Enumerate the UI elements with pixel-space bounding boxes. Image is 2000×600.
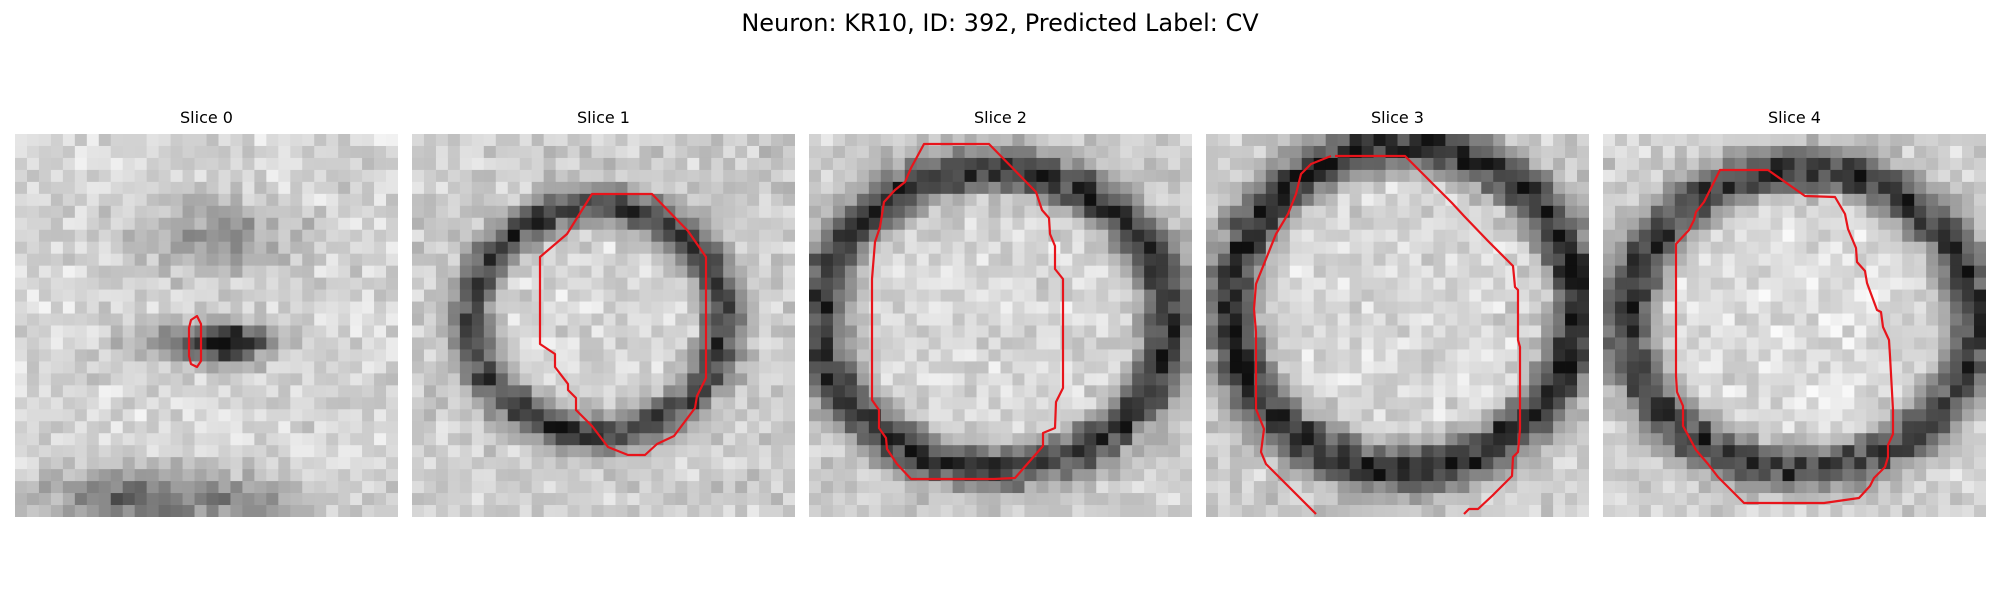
slice-title: Slice 1 (577, 108, 630, 127)
figure-title: Neuron: KR10, ID: 392, Predicted Label: … (741, 9, 1259, 37)
slice-panel-0: Slice 0 (15, 108, 398, 517)
slice-panel-1: Slice 1 (412, 108, 795, 517)
segmentation-contour (1335, 154, 1522, 515)
slice-panel-4: Slice 4 (1603, 108, 1986, 517)
slice-image (15, 134, 398, 517)
segmentation-contour (1674, 168, 1895, 505)
segmentation-contour (870, 142, 1065, 481)
segmentation-contour (187, 314, 203, 369)
slice-image (1603, 134, 1986, 517)
slice-title: Slice 3 (1371, 108, 1424, 127)
slice-image (412, 134, 795, 517)
segmentation-contour (538, 192, 708, 457)
slice-panel-2: Slice 2 (809, 108, 1192, 517)
segmentation-contour (1252, 154, 1332, 515)
slice-title: Slice 4 (1768, 108, 1821, 127)
slice-image (809, 134, 1192, 517)
slice-title: Slice 2 (974, 108, 1027, 127)
slice-title: Slice 0 (180, 108, 233, 127)
slice-panel-3: Slice 3 (1206, 108, 1589, 517)
slice-image (1206, 134, 1589, 517)
